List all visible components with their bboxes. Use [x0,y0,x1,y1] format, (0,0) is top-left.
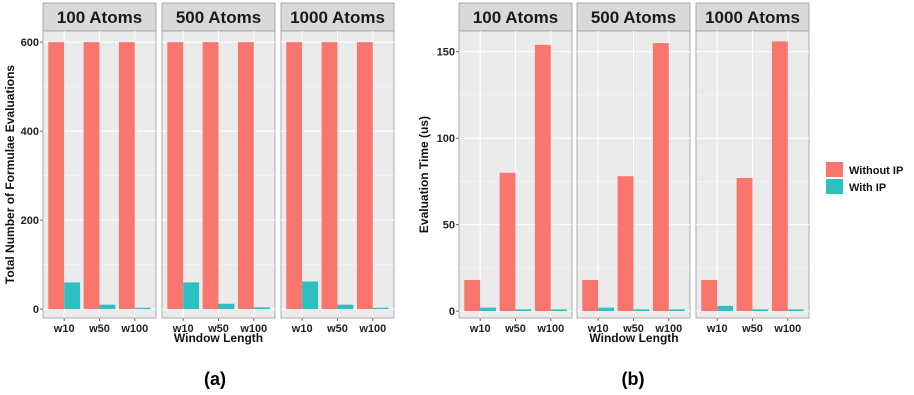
caption-a: (a) [204,369,226,389]
facet-strip-label: 500 Atoms [591,8,676,27]
bar-without-ip-w100 [652,43,669,312]
bar-with-ip-w50 [752,309,769,312]
x-tick-label: w50 [88,323,110,335]
facet-1000-atoms: 1000 Atoms w10 w50 w100 [695,2,810,335]
y-tick-label: 50 [443,220,455,232]
bar-with-ip-w10 [598,307,615,312]
y-tick-label: 600 [21,37,39,49]
bar-with-ip-w100 [668,309,685,312]
bar-with-ip-w10 [717,305,734,312]
facet-strip-label: 1000 Atoms [705,8,800,27]
facet-100-atoms: 100 Atoms w10 w50 w100 [458,2,573,335]
bar-without-ip-w10 [286,42,303,310]
facet-500-atoms: 500 Atoms w10 w50 w100 [576,2,691,335]
caption-b: (b) [622,369,645,389]
legend-swatch-without-ip [826,162,843,177]
facet-1000-atoms: 1000 Atoms w10 w50 w100 [280,2,395,335]
x-tick-label: w100 [773,323,801,335]
x-tick-label: w50 [622,323,644,335]
facet-strip [42,2,157,32]
y-tick-label: 400 [21,126,39,138]
facet-100-atoms: 100 Atoms w10 w50 w100 [42,2,157,335]
bar-without-ip-w10 [582,279,599,312]
x-tick-label: w100 [239,323,267,335]
bar-with-ip-w100 [253,307,270,310]
facet-strip [458,2,573,32]
bar-without-ip-w100 [237,42,254,310]
facet-strip [280,2,395,32]
bar-without-ip-w100 [356,42,373,310]
bar-with-ip-w100 [372,307,389,310]
bar-with-ip-w50 [99,304,116,310]
bar-without-ip-w50 [499,172,516,312]
facet-500-atoms: 500 Atoms w10 w50 w100 [161,2,276,335]
facet-strip [576,2,691,32]
x-tick-label: w10 [469,323,491,335]
y-tick-label: 0 [33,304,39,316]
bar-without-ip-w100 [771,41,788,312]
facet-strip-label: 100 Atoms [473,8,558,27]
bar-without-ip-w50 [83,42,100,310]
bar-without-ip-w10 [48,42,65,310]
facet-strip [161,2,276,32]
bar-with-ip-w50 [515,309,532,312]
y-tick-label: 0 [449,306,455,318]
bar-without-ip-w50 [617,176,634,312]
bar-without-ip-w50 [202,42,219,310]
bar-without-ip-w100 [534,44,551,312]
legend-swatch-with-ip [826,179,843,194]
facet-strip [695,2,810,32]
facet-strip-label: 1000 Atoms [290,8,385,27]
bar-without-ip-w50 [736,177,753,312]
bar-with-ip-w50 [337,304,354,310]
facet-strip-label: 100 Atoms [57,8,142,27]
bar-with-ip-w10 [183,282,200,310]
bar-with-ip-w10 [302,281,319,310]
bar-without-ip-w10 [167,42,184,310]
x-tick-label: w100 [120,323,148,335]
x-tick-label: w50 [326,323,348,335]
bar-with-ip-w50 [633,309,650,312]
x-tick-label: w100 [654,323,682,335]
y-axis-title: Evaluation Time (us) [417,116,431,233]
x-tick-label: w10 [53,323,75,335]
bar-without-ip-w10 [701,279,718,312]
x-tick-label: w10 [587,323,609,335]
y-tick-label: 200 [21,215,39,227]
y-tick-label: 150 [437,47,455,59]
x-tick-label: w100 [358,323,386,335]
x-tick-label: w50 [207,323,229,335]
x-tick-label: w100 [536,323,564,335]
bar-with-ip-w100 [787,309,804,312]
bar-with-ip-w100 [550,309,567,312]
bar-with-ip-w100 [134,307,151,310]
x-axis-title: Window Length [174,331,263,345]
legend-label-with-ip: With IP [849,182,886,194]
bar-without-ip-w50 [321,42,338,310]
bar-with-ip-w10 [64,282,81,310]
x-tick-label: w10 [706,323,728,335]
bar-with-ip-w50 [218,303,235,310]
bar-with-ip-w10 [480,307,497,312]
x-tick-label: w50 [504,323,526,335]
x-axis-title: Window Length [589,331,678,345]
bar-without-ip-w10 [464,279,481,312]
x-tick-label: w10 [291,323,313,335]
bar-without-ip-w100 [118,42,135,310]
y-axis-title: Total Number of Formulae Evaluations [3,65,17,284]
x-tick-label: w50 [741,323,763,335]
legend: Without IP With IP [826,162,903,194]
y-tick-label: 100 [437,133,455,145]
legend-label-without-ip: Without IP [849,165,903,177]
facet-strip-label: 500 Atoms [176,8,261,27]
x-tick-label: w10 [172,323,194,335]
